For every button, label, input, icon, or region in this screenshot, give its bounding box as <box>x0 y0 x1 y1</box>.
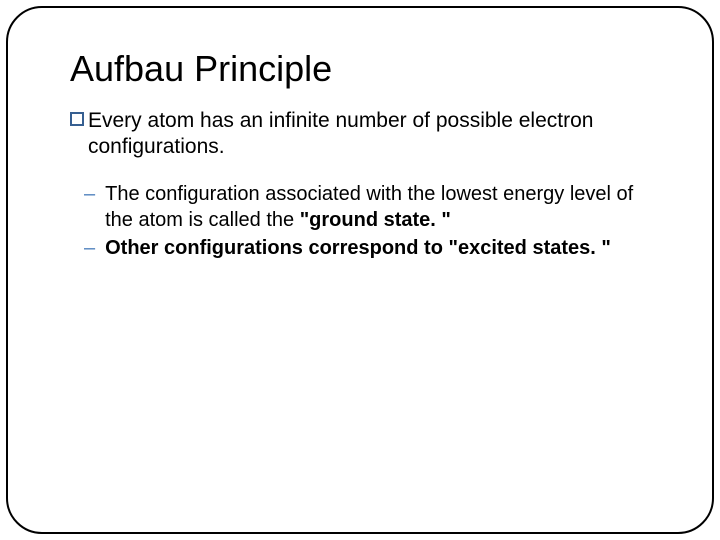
sub-bullet-list: – The configuration associated with the … <box>70 181 654 261</box>
main-bullet: Every atom has an infinite number of pos… <box>70 108 654 161</box>
dash-icon: – <box>84 181 95 207</box>
sub-bullet-text: Other configurations correspond to "exci… <box>105 235 654 261</box>
sub-bold: "ground state. " <box>300 209 451 231</box>
dash-icon: – <box>84 235 95 261</box>
square-bullet-icon <box>70 112 84 126</box>
sub-bullet-item: – Other configurations correspond to "ex… <box>84 235 654 261</box>
main-bullet-text: Every atom has an infinite number of pos… <box>88 108 654 161</box>
sub-bullet-item: – The configuration associated with the … <box>84 181 654 233</box>
slide-title: Aufbau Principle <box>70 48 654 90</box>
sub-bullet-text: The configuration associated with the lo… <box>105 181 654 233</box>
slide-container: Aufbau Principle Every atom has an infin… <box>0 0 720 540</box>
sub-bold: Other configurations correspond to "exci… <box>105 237 611 259</box>
